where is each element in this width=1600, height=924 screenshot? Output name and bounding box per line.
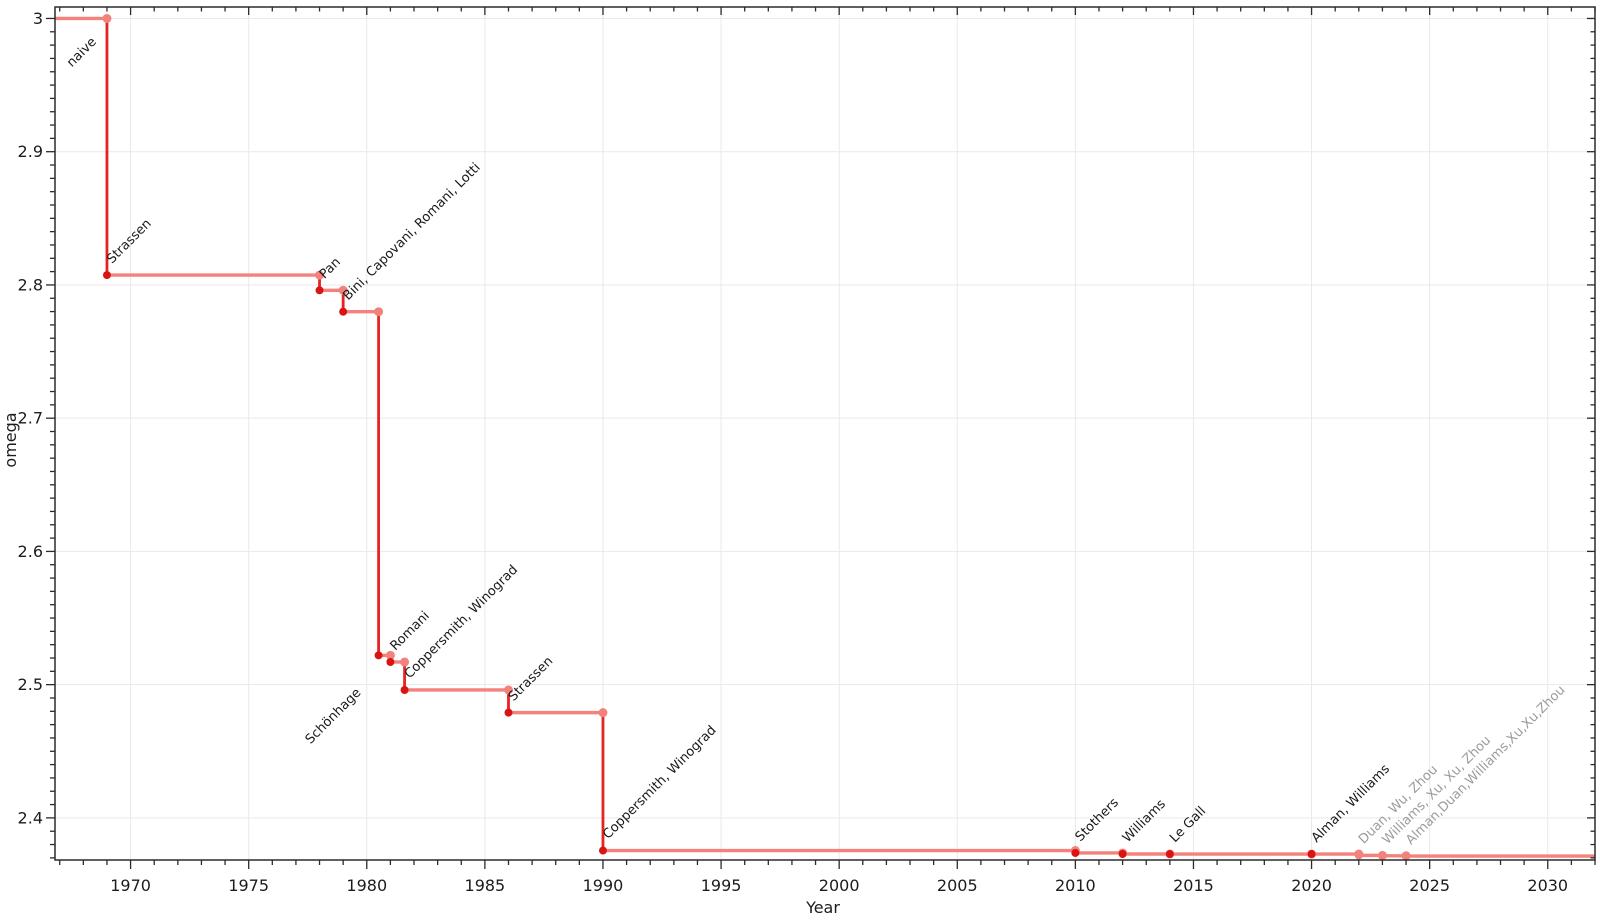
data-point <box>339 307 348 316</box>
x-tick-label: 1975 <box>228 876 269 895</box>
y-tick-label: 2.7 <box>18 409 43 428</box>
x-tick-label: 1980 <box>346 876 387 895</box>
x-tick-label: 2005 <box>937 876 978 895</box>
x-tick-label: 1990 <box>583 876 624 895</box>
data-point-previous <box>598 708 608 718</box>
y-axis-label: omega <box>1 412 20 467</box>
data-point <box>400 685 409 694</box>
data-point <box>598 846 607 855</box>
event-label: Strassen <box>104 216 155 267</box>
event-label: Coppersmith, Winograd <box>600 723 719 842</box>
data-point-previous <box>102 13 112 23</box>
data-point <box>1165 850 1174 859</box>
data-point <box>374 651 383 660</box>
x-tick-label: 1985 <box>465 876 506 895</box>
event-label: Stothers <box>1073 795 1122 844</box>
data-point <box>1402 852 1411 861</box>
chart-generated-layers: 1970 1975 1980 1985 1990 1995 2000 2005 2010 2015… <box>18 6 1596 895</box>
event-label-baseline: naive <box>64 35 100 71</box>
data-point <box>1118 850 1127 859</box>
data-point-previous <box>400 657 410 667</box>
event-label: Le Gall <box>1167 804 1209 846</box>
y-tick-label: 2.4 <box>18 808 43 827</box>
y-tick-label: 3 <box>33 9 43 28</box>
data-point-previous <box>338 285 348 295</box>
data-point <box>1307 850 1316 859</box>
data-point <box>386 658 395 667</box>
x-tick-label: 2020 <box>1291 876 1332 895</box>
x-tick-label: 2010 <box>1055 876 1096 895</box>
y-tick-label: 2.5 <box>18 675 43 694</box>
x-tick-label: 1970 <box>110 876 151 895</box>
y-tick-label: 2.8 <box>18 275 43 294</box>
data-point <box>102 271 111 280</box>
event-label: Williams, Xu, Xu, Zhou <box>1380 733 1494 847</box>
event-label: Williams <box>1120 797 1169 846</box>
x-tick-label: 2000 <box>819 876 860 895</box>
event-label: Strassen <box>506 654 557 705</box>
x-tick-label: 2015 <box>1173 876 1214 895</box>
plot-frame <box>54 6 1596 861</box>
event-label: Bini, Capovani, Romani, Lotti <box>340 160 483 303</box>
data-point <box>315 286 324 295</box>
x-axis-label: Year <box>805 898 840 917</box>
data-point-previous <box>374 307 384 317</box>
data-point <box>1071 848 1080 857</box>
event-label: Schönhage <box>303 686 365 748</box>
data-point <box>1378 851 1387 860</box>
data-point-previous <box>503 685 513 695</box>
y-tick-label: 2.6 <box>18 542 43 561</box>
x-tick-label: 2030 <box>1527 876 1568 895</box>
data-point-previous <box>385 650 395 660</box>
data-point <box>1354 851 1363 860</box>
y-tick-label: 2.9 <box>18 142 43 161</box>
data-point <box>504 708 513 717</box>
data-point-previous <box>315 270 325 280</box>
x-tick-label: 2025 <box>1409 876 1450 895</box>
x-tick-label: 1995 <box>701 876 742 895</box>
